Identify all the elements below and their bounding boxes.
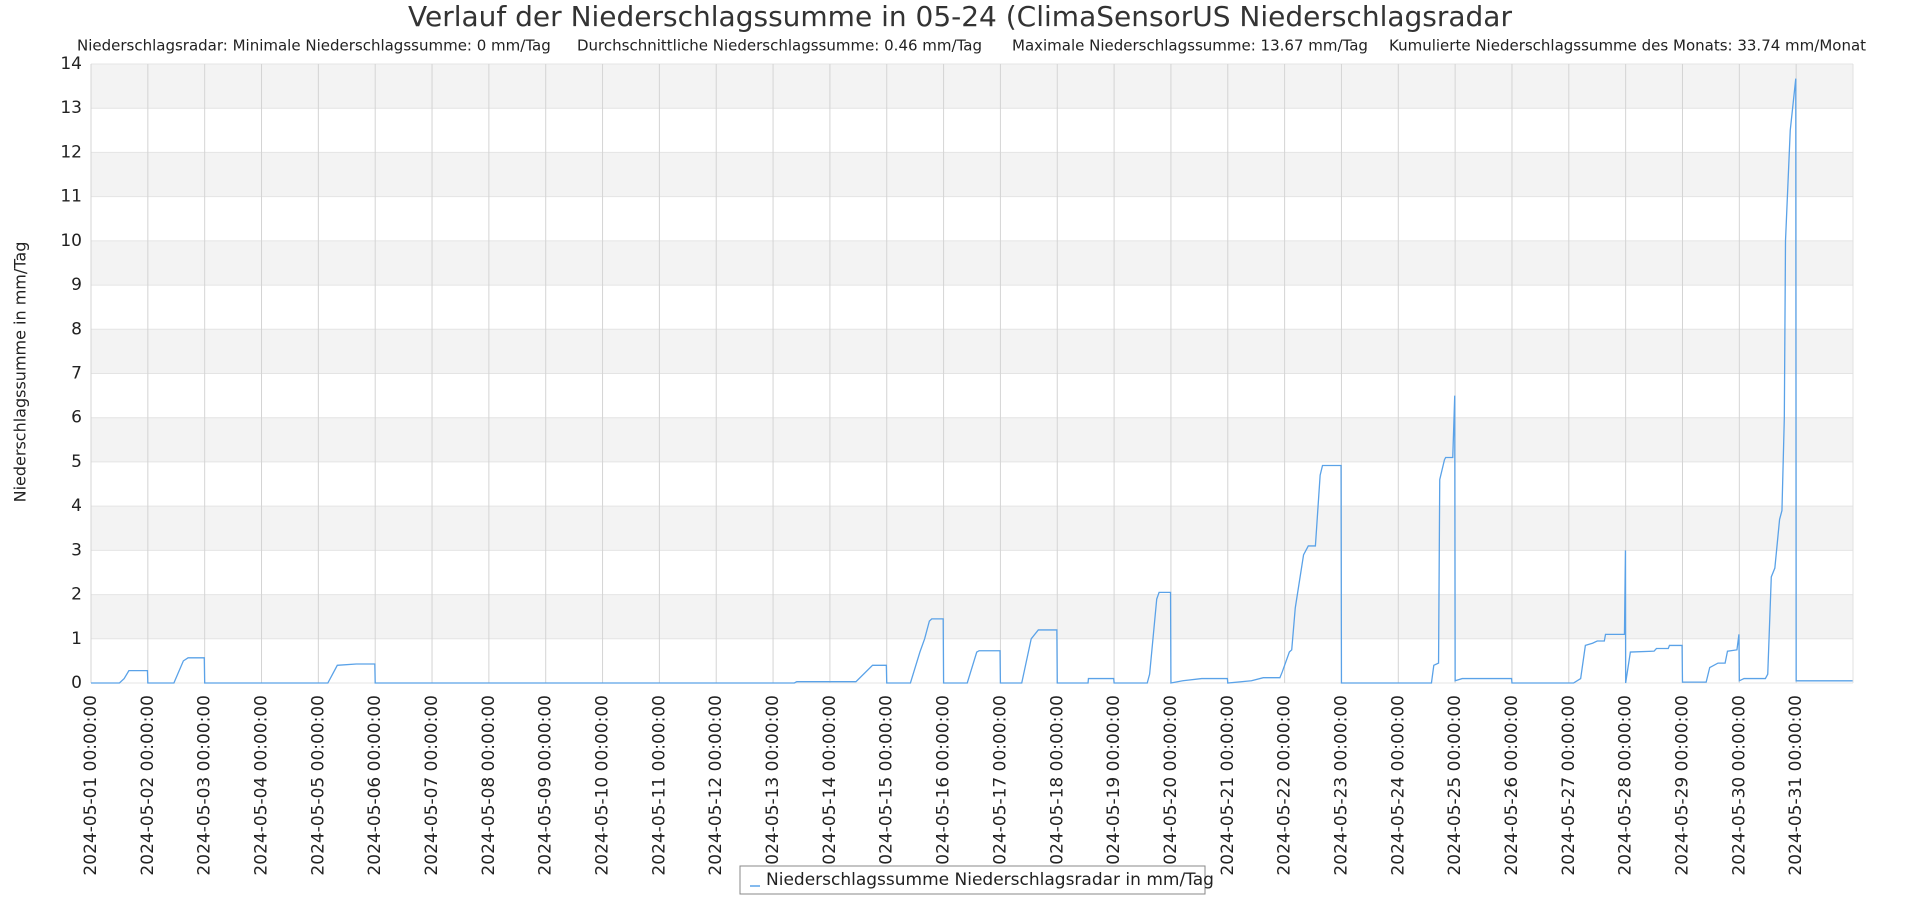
- x-tick-label: 2024-05-22 00:00:00: [1275, 695, 1295, 876]
- x-tick-label: 2024-05-23 00:00:00: [1331, 695, 1351, 876]
- x-tick-label: 2024-05-13 00:00:00: [763, 695, 783, 876]
- grid-band: [91, 240, 1853, 286]
- y-axis-label: Niederschlagssumme in mm/Tag: [11, 242, 30, 503]
- grid-band: [91, 506, 1853, 551]
- legend: Niederschlagssumme Niederschlagsradar in…: [739, 865, 1214, 895]
- x-tick-label: 2024-05-15 00:00:00: [877, 695, 897, 876]
- grid-band: [91, 152, 1853, 197]
- x-tick-label: 2024-05-31 00:00:00: [1786, 695, 1806, 876]
- x-tick-label: 2024-05-29 00:00:00: [1672, 695, 1692, 876]
- subtitle: Niederschlagsradar: Minimale Niederschla…: [77, 37, 551, 55]
- x-tick-label: 2024-05-12 00:00:00: [706, 695, 726, 876]
- y-tick-label: 7: [71, 364, 82, 384]
- x-tick-label: 2024-05-16 00:00:00: [934, 695, 954, 876]
- plot: [91, 78, 1853, 684]
- y-tick-label: 10: [60, 231, 82, 251]
- legend-label: Niederschlagssumme Niederschlagsradar in…: [766, 870, 1214, 890]
- y-tick-label: 11: [60, 187, 82, 207]
- x-tick-label: 2024-05-06 00:00:00: [365, 695, 385, 876]
- x-tick-label: 2024-05-27 00:00:00: [1559, 695, 1579, 876]
- x-tick-label: 2024-05-19 00:00:00: [1104, 695, 1124, 876]
- y-tick-label: 6: [71, 408, 82, 428]
- grid-bands: [91, 64, 1853, 639]
- grid-band: [91, 417, 1853, 462]
- x-tick-label: 2024-05-30 00:00:00: [1729, 695, 1749, 876]
- grid-band: [91, 64, 1853, 109]
- y-tick-label: 8: [71, 319, 82, 339]
- x-tick-label: 2024-05-03 00:00:00: [195, 695, 215, 876]
- y-tick-label: 9: [71, 275, 82, 295]
- y-tick-label: 13: [60, 98, 82, 118]
- x-tick-label: 2024-05-17 00:00:00: [990, 695, 1010, 876]
- chart-title: Verlauf der Niederschlagssumme in 05-24 …: [408, 0, 1512, 33]
- subtitle: Maximale Niederschlagssumme: 13.67 mm/Ta…: [1012, 37, 1368, 55]
- y-tick-label: 4: [71, 496, 82, 516]
- y-tick-label: 2: [71, 585, 82, 605]
- x-tick-label: 2024-05-02 00:00:00: [138, 695, 158, 876]
- x-tick-label: 2024-05-10 00:00:00: [593, 695, 613, 876]
- y-tick-label: 12: [60, 142, 82, 162]
- grid-band: [91, 329, 1853, 374]
- subtitle: Kumulierte Niederschlagssumme des Monats…: [1389, 37, 1866, 55]
- y-tick-label: 14: [60, 54, 82, 74]
- y-tick-label: 1: [71, 629, 82, 649]
- x-tick-label: 2024-05-09 00:00:00: [536, 695, 556, 876]
- y-tick-label: 0: [71, 673, 82, 693]
- x-tick-label: 2024-05-18 00:00:00: [1047, 695, 1067, 876]
- x-tick-label: 2024-05-08 00:00:00: [479, 695, 499, 876]
- x-tick-label: 2024-05-25 00:00:00: [1445, 695, 1465, 876]
- legend-box: [739, 865, 1206, 895]
- x-tick-label: 2024-05-11 00:00:00: [649, 695, 669, 876]
- x-tick-label: 2024-05-26 00:00:00: [1502, 695, 1522, 876]
- x-tick-label: 2024-05-24 00:00:00: [1388, 695, 1408, 876]
- subtitle: Durchschnittliche Niederschlagssumme: 0.…: [577, 37, 982, 55]
- x-tick-label: 2024-05-20 00:00:00: [1161, 695, 1181, 876]
- data-line: [91, 78, 1853, 684]
- y-tick-label: 3: [71, 540, 82, 560]
- x-tick-label: 2024-05-07 00:00:00: [422, 695, 442, 876]
- x-tick-label: 2024-05-28 00:00:00: [1616, 695, 1636, 876]
- grid-band: [91, 594, 1853, 639]
- x-tick-label: 2024-05-14 00:00:00: [820, 695, 840, 876]
- x-tick-label: 2024-05-04 00:00:00: [252, 695, 272, 876]
- x-tick-label: 2024-05-01 00:00:00: [81, 695, 101, 876]
- x-tick-label: 2024-05-05 00:00:00: [308, 695, 328, 876]
- y-tick-label: 5: [71, 452, 82, 472]
- x-tick-label: 2024-05-21 00:00:00: [1218, 695, 1238, 876]
